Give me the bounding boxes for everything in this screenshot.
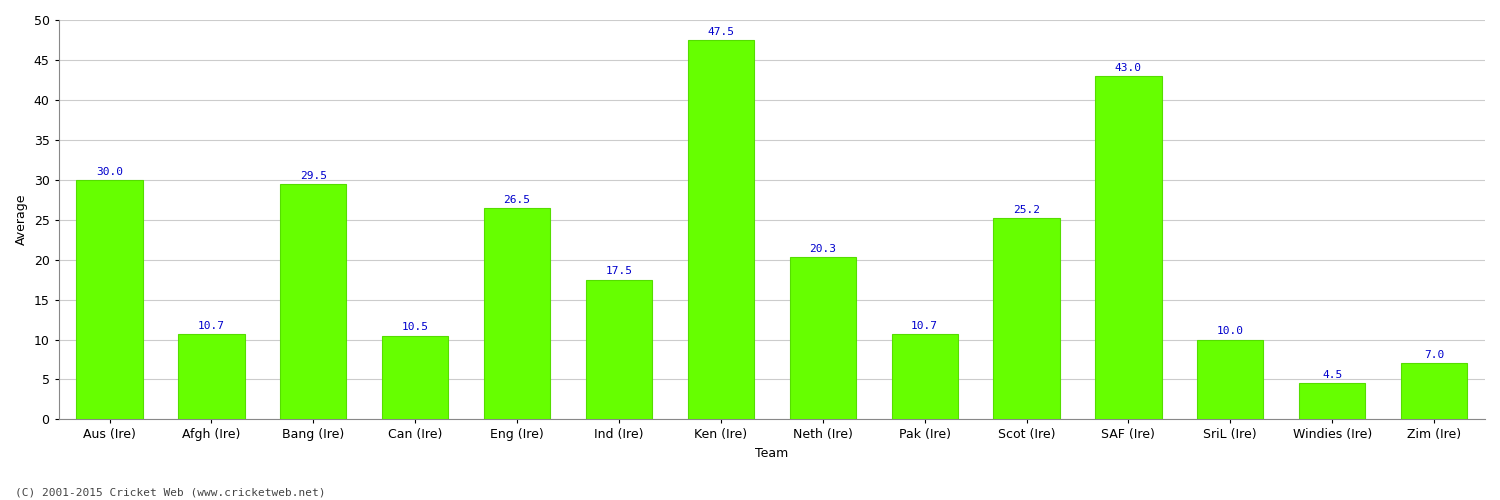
Text: 43.0: 43.0 (1114, 62, 1142, 72)
Bar (1095, 76, 1161, 420)
Text: 25.2: 25.2 (1013, 205, 1040, 215)
Bar (76, 180, 142, 420)
Bar (382, 336, 448, 419)
Text: 10.0: 10.0 (1216, 326, 1243, 336)
Bar (1197, 340, 1263, 419)
Bar (891, 334, 957, 420)
Bar (484, 208, 550, 420)
Text: 47.5: 47.5 (708, 27, 735, 37)
Bar (993, 218, 1059, 420)
Bar (586, 280, 652, 420)
Text: 10.7: 10.7 (198, 320, 225, 330)
Bar (1401, 364, 1467, 420)
Text: 7.0: 7.0 (1424, 350, 1444, 360)
X-axis label: Team: Team (754, 447, 789, 460)
Y-axis label: Average: Average (15, 194, 28, 246)
Bar (280, 184, 346, 420)
Text: 10.7: 10.7 (910, 320, 938, 330)
Text: 29.5: 29.5 (300, 170, 327, 180)
Text: (C) 2001-2015 Cricket Web (www.cricketweb.net): (C) 2001-2015 Cricket Web (www.cricketwe… (15, 488, 326, 498)
Bar (789, 258, 856, 420)
Text: 30.0: 30.0 (96, 166, 123, 176)
Bar (687, 40, 754, 420)
Text: 20.3: 20.3 (808, 244, 836, 254)
Text: 10.5: 10.5 (402, 322, 429, 332)
Text: 26.5: 26.5 (504, 194, 531, 204)
Text: 4.5: 4.5 (1322, 370, 1342, 380)
Bar (1299, 384, 1365, 420)
Bar (178, 334, 244, 420)
Text: 17.5: 17.5 (606, 266, 633, 276)
